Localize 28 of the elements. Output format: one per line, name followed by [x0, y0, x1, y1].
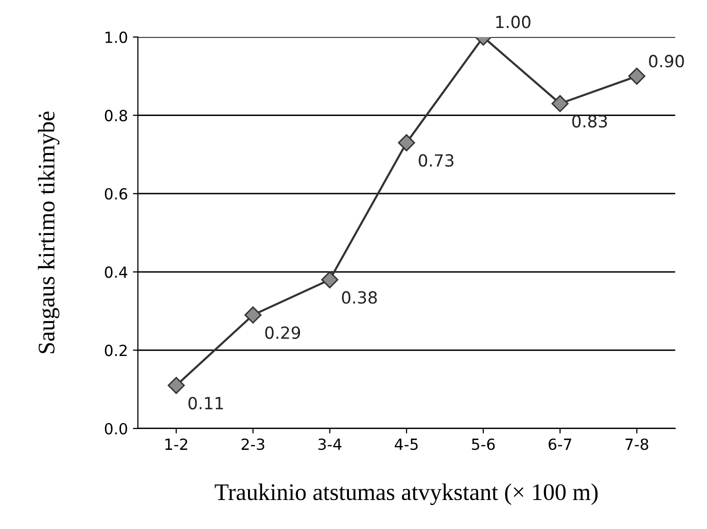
x-tick-label: 3-4 — [318, 438, 342, 450]
y-tick-label: 0.2 — [104, 344, 127, 356]
x-tick-label: 2-3 — [242, 438, 264, 450]
x-tick-label: 7-8 — [626, 438, 648, 450]
y-tick-label: 0.8 — [104, 110, 128, 122]
y-axis-title: Saugaus kirtimo tikimybė — [38, 112, 60, 354]
data-label: 0.73 — [418, 154, 454, 167]
x-tick-label: 5-6 — [472, 438, 495, 450]
data-label: 0.29 — [265, 326, 300, 339]
data-label: 0.38 — [342, 291, 377, 304]
x-tick-label: 6-7 — [548, 438, 572, 450]
x-axis-title: Traukinio atstumas atvykstant (× 100 m) — [214, 484, 598, 506]
point — [168, 376, 185, 394]
x-tick-label: 4-5 — [394, 438, 418, 450]
y-tick-label: 1.0 — [106, 31, 128, 44]
point — [244, 306, 262, 324]
point — [398, 134, 416, 152]
data-label: 0.90 — [649, 54, 684, 68]
data-label: 0.83 — [572, 114, 607, 128]
y-tick-label: 0.0 — [104, 422, 128, 435]
point — [628, 68, 646, 85]
data-label: 0.11 — [188, 396, 223, 410]
data-label: 1.00 — [496, 16, 530, 28]
y-tick-label: 0.6 — [104, 188, 128, 200]
point — [321, 271, 338, 288]
y-tick-label: 0.4 — [104, 266, 128, 278]
x-tick-label: 1-2 — [165, 438, 188, 450]
point — [551, 95, 569, 112]
